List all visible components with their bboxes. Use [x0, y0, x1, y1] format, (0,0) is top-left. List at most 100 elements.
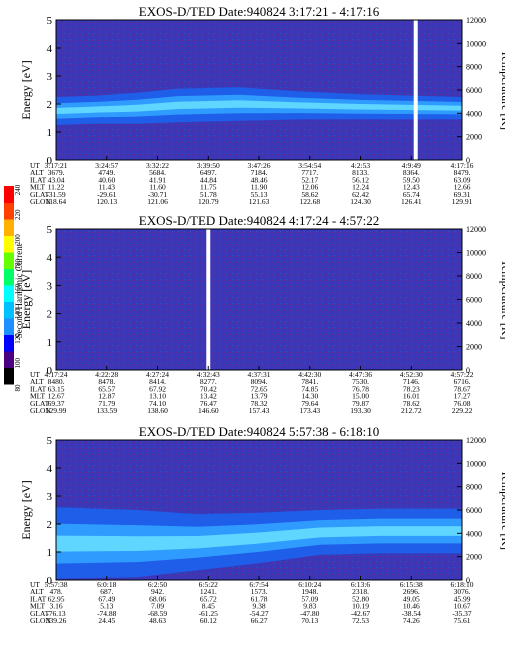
colorbar-tick-label: 80 [14, 384, 22, 392]
orbit-value: 4:57:22 [451, 370, 474, 379]
colorbar-swatch [4, 252, 14, 269]
orbit-value: 72.65 [251, 384, 268, 393]
orbit-row-label: GLAT [30, 190, 50, 199]
orbit-value: 193.30 [350, 406, 371, 415]
orbit-value: 12.66 [454, 183, 471, 192]
y2-tick-label: 10000 [466, 249, 486, 258]
panel-title: EXOS-D/TED Date:940824 5:57:38 - 6:18:10 [139, 424, 379, 439]
orbit-value: 13.10 [149, 392, 166, 401]
orbit-value: 3679. [48, 168, 65, 177]
orbit-value: 3076. [454, 587, 471, 596]
panel-title: EXOS-D/TED Date:940824 4:17:24 - 4:57:22 [139, 213, 379, 228]
y2-tick-label: 6000 [466, 506, 482, 515]
orbit-value: 4:2:53 [351, 161, 370, 170]
orbit-value: 687. [100, 587, 113, 596]
colorbar-tick-label: 200 [14, 234, 22, 245]
orbit-value: 212.72 [401, 406, 422, 415]
y-tick-label: 0 [47, 575, 53, 587]
y2-tick-label: 12000 [466, 436, 486, 445]
y-tick-label: 4 [47, 463, 53, 475]
orbit-value: 4:47:36 [349, 370, 372, 379]
y-tick-label: 2 [47, 99, 53, 111]
y-tick-label: 5 [47, 435, 53, 447]
orbit-value: 70.13 [301, 616, 318, 625]
orbit-value: 6:10:24 [298, 580, 321, 589]
orbit-value: 60.12 [200, 616, 217, 625]
orbit-value: 3:32:22 [146, 161, 169, 170]
orbit-value: 942. [151, 587, 164, 596]
orbit-value: 6:18:10 [451, 580, 474, 589]
orbit-value: 1241. [200, 587, 217, 596]
orbit-value: 7.09 [151, 602, 164, 611]
orbit-value: 120.79 [198, 197, 219, 206]
orbit-value: 129.99 [46, 406, 67, 415]
orbit-value: 4:42:30 [298, 370, 321, 379]
orbit-value: 11.90 [251, 183, 268, 192]
y2-tick-label: 4000 [466, 319, 482, 328]
orbit-value: 8094. [251, 377, 268, 386]
orbit-value: 8.45 [202, 602, 215, 611]
panel-1: EXOS-D/TED Date:940824 3:17:21 - 4:17:16… [19, 4, 505, 206]
y2-tick-label: 8000 [466, 63, 482, 72]
orbit-value: 17.27 [454, 392, 471, 401]
orbit-value: 7146. [403, 377, 420, 386]
orbit-value: 71.79 [98, 399, 115, 408]
orbit-value: 15.00 [352, 392, 369, 401]
orbit-value: 10.67 [454, 602, 471, 611]
y2-tick-label: 0 [466, 576, 470, 585]
orbit-value: 4:22:28 [95, 370, 118, 379]
orbit-value: 3:54:54 [298, 161, 321, 170]
orbit-value: 173.43 [299, 406, 320, 415]
orbit-value: 79.87 [352, 399, 369, 408]
data-gap [206, 229, 211, 370]
orbit-value: 157.43 [249, 406, 270, 415]
y-tick-label: 1 [47, 127, 53, 139]
colorbar-tick-label: 220 [14, 209, 22, 220]
orbit-value: 3:39:50 [197, 161, 220, 170]
orbit-value: 8133. [352, 168, 369, 177]
orbit-value: 12.87 [98, 392, 115, 401]
orbit-row-label: ILAT [30, 384, 47, 393]
orbit-value: 121.63 [249, 197, 270, 206]
orbit-value: 120.13 [96, 197, 117, 206]
orbit-value: 7841. [301, 377, 318, 386]
orbit-value: -35.37 [452, 609, 472, 618]
orbit-value: -61.25 [199, 609, 219, 618]
orbit-value: 11.43 [98, 183, 115, 192]
orbit-value: 1573. [251, 587, 268, 596]
orbit-row-label: ALT [30, 168, 44, 177]
orbit-value: 4:37:31 [248, 370, 271, 379]
orbit-value: 8479. [454, 168, 471, 177]
orbit-value: 124.30 [350, 197, 371, 206]
colorbar-title: Second Harmonic Current [14, 243, 24, 338]
orbit-value: 56.12 [352, 175, 369, 184]
orbit-value: 4:32:43 [197, 370, 220, 379]
orbit-value: 1948. [301, 587, 318, 596]
orbit-value: 8480. [48, 377, 65, 386]
y-tick-label: 3 [47, 491, 53, 503]
orbit-value: 74.26 [403, 616, 420, 625]
y-tick-label: 0 [47, 365, 53, 377]
orbit-value: 10.19 [352, 602, 369, 611]
orbit-value: 12.43 [403, 183, 420, 192]
orbit-row-label: GLON [30, 197, 51, 206]
y-tick-label: 1 [47, 547, 53, 559]
orbit-value: 43.04 [48, 175, 65, 184]
orbit-value: 7184. [251, 168, 268, 177]
orbit-value: 3.16 [49, 602, 62, 611]
orbit-value: 79.64 [301, 399, 318, 408]
orbit-value: 57.09 [301, 594, 318, 603]
orbit-value: 74.10 [149, 399, 166, 408]
orbit-value: 11.60 [149, 183, 166, 192]
y-tick-label: 4 [47, 43, 53, 55]
orbit-value: 74.85 [301, 384, 318, 393]
orbit-value: 129.91 [452, 197, 473, 206]
orbit-value: 65.72 [200, 594, 217, 603]
orbit-row-label: GLON [30, 406, 51, 415]
orbit-value: 52.80 [352, 594, 369, 603]
orbit-row-label: UT [30, 370, 40, 379]
orbit-value: 7717. [301, 168, 318, 177]
orbit-value: 122.68 [299, 197, 320, 206]
y2-axis-label: Temperature [K] [499, 259, 505, 339]
